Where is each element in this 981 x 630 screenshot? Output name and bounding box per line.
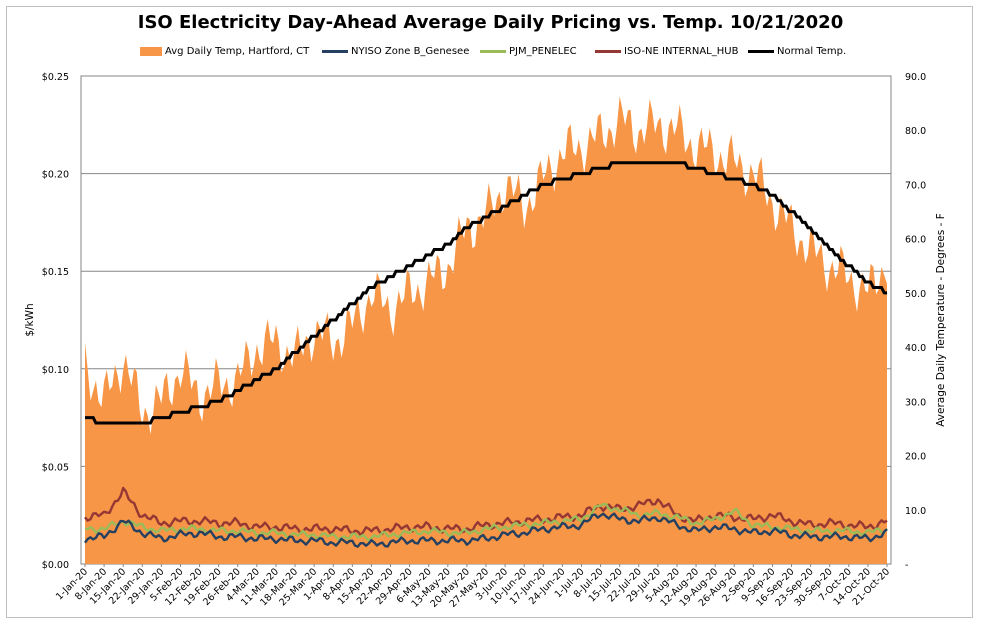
legend-label-temp-area: Avg Daily Temp, Hartford, CT [165,46,310,57]
legend-item-normal-temp: Normal Temp. [748,46,846,57]
y2-tick-label: 80.0 [905,126,926,137]
y-tick-label: $0.25 [42,72,69,83]
legend: Avg Daily Temp, Hartford, CT NYISO Zone … [0,46,981,60]
legend-item-nyiso: NYISO Zone B_Genesee [322,46,469,57]
y-tick-label: $0.15 [42,267,69,278]
legend-swatch-normal-temp [748,49,774,53]
legend-label-pjm: PJM_PENELEC [509,46,577,57]
y2-tick-label: 10.0 [905,506,926,517]
y2-tick-label: 70.0 [905,180,926,191]
y-axis-title: $/kWh [24,303,36,336]
legend-label-normal-temp: Normal Temp. [777,46,847,57]
series-area-avg-daily-temp [85,96,887,564]
legend-swatch-nyiso [322,49,348,53]
y-tick-label: $0.00 [42,560,69,571]
legend-label-nyiso: NYISO Zone B_Genesee [351,46,470,57]
y2-axis-title: Average Daily Temperature - Degrees - F [935,213,947,427]
series-line-nyiso-zone-b-genesee [84,512,888,548]
series-line-normal-temp [85,161,887,425]
legend-label-isone: ISO-NE INTERNAL_HUB [624,46,739,57]
y-tick-label: $0.05 [42,462,69,473]
series-line-iso-ne-internal-hub [84,486,888,537]
legend-swatch-isone [595,49,621,53]
y2-tick-label: 40.0 [905,343,926,354]
y2-tick-label: 30.0 [905,397,926,408]
y2-tick-label: 50.0 [905,289,926,300]
y2-tick-label: 60.0 [905,235,926,246]
y-tick-label: $0.10 [42,365,69,376]
y2-tick-label: 90.0 [905,72,926,83]
legend-item-isone: ISO-NE INTERNAL_HUB [595,46,738,57]
legend-item-pjm: PJM_PENELEC [480,46,577,57]
y2-tick-label: 20.0 [905,452,926,463]
legend-swatch-temp-area [140,46,162,56]
y2-tick-label: - [905,560,908,571]
legend-item-temp-area: Avg Daily Temp, Hartford, CT [140,46,309,57]
y-tick-label: $0.20 [42,170,69,181]
series-line-pjm-penelec [84,502,888,542]
chart-title: ISO Electricity Day-Ahead Average Daily … [137,12,844,33]
legend-swatch-pjm [480,49,506,53]
